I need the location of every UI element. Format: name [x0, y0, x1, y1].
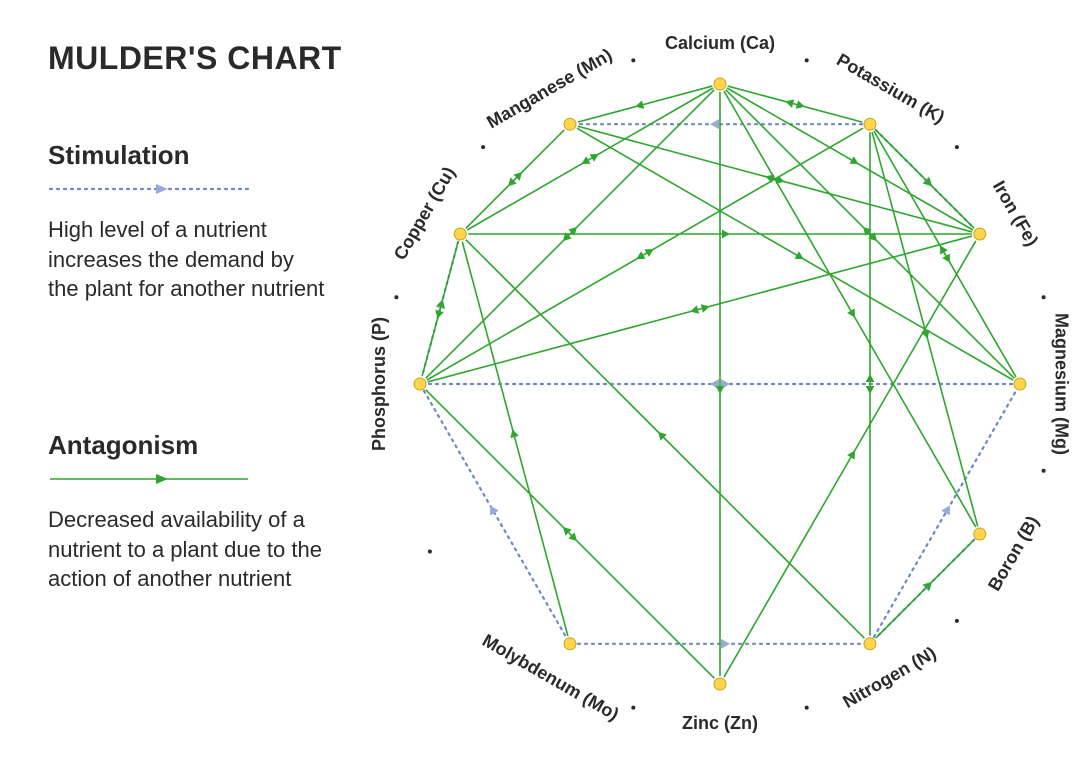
- ring-separator-dot: [481, 145, 485, 149]
- node-k: [864, 118, 876, 130]
- node-cu: [454, 228, 466, 240]
- node-mn: [564, 118, 576, 130]
- edge-antagonism: [422, 242, 458, 377]
- edge-antagonism: [462, 242, 568, 636]
- ring-separator-dot: [955, 619, 959, 623]
- node-label-p: Phosphorus (P): [369, 317, 389, 451]
- edge-antagonism: [724, 91, 976, 527]
- node-label-mn: Manganese (Mn): [483, 45, 615, 133]
- node-label-zn: Zinc (Zn): [682, 713, 758, 733]
- ring-separator-dot: [1042, 295, 1046, 299]
- node-zn: [714, 678, 726, 690]
- edge-antagonism: [876, 130, 974, 228]
- ring-separator-dot: [428, 550, 432, 554]
- legend-antagonism: Antagonism Decreased availability of a n…: [48, 430, 328, 594]
- legend-stimulation: Stimulation High level of a nutrient inc…: [48, 140, 328, 304]
- node-ca: [714, 78, 726, 90]
- ring-separator-dot: [1042, 469, 1046, 473]
- node-label-cu: Copper (Cu): [390, 163, 459, 263]
- node-label-n: Nitrogen (N): [839, 643, 939, 712]
- ring-separator-dot: [955, 145, 959, 149]
- edge-antagonism: [724, 241, 976, 677]
- edge-stimulation: [424, 391, 566, 637]
- node-label-ca: Calcium (Ca): [665, 33, 775, 53]
- node-fe: [974, 228, 986, 240]
- ring-separator-dot: [805, 706, 809, 710]
- edge-antagonism: [466, 130, 564, 228]
- legend-antagonism-sample: [48, 467, 258, 491]
- edge-antagonism: [426, 390, 715, 679]
- edge-antagonism: [728, 86, 863, 122]
- ring-separator-dot: [805, 58, 809, 62]
- page-title: MULDER'S CHART: [48, 40, 342, 77]
- node-n: [864, 638, 876, 650]
- edge-antagonism: [578, 86, 713, 122]
- edge-stimulation: [874, 391, 1016, 637]
- ring-separator-dot: [631, 706, 635, 710]
- legend-stimulation-body: High level of a nutrient increases the d…: [48, 215, 328, 304]
- edge-antagonism: [876, 540, 974, 638]
- ring-separator-dot: [394, 295, 398, 299]
- legend-stimulation-heading: Stimulation: [48, 140, 328, 171]
- node-label-fe: Iron (Fe): [989, 177, 1042, 249]
- mulders-chart: Calcium (Ca) Potassium (K) Iron (Fe) Magnes…: [360, 0, 1080, 769]
- node-b: [974, 528, 986, 540]
- edge-antagonism: [466, 240, 864, 638]
- node-p: [414, 378, 426, 390]
- node-label-mg: Magnesium (Mg): [1051, 313, 1071, 455]
- node-label-k: Potassium (K): [833, 50, 948, 128]
- legend-antagonism-heading: Antagonism: [48, 430, 328, 461]
- node-mo: [564, 638, 576, 650]
- node-mg: [1014, 378, 1026, 390]
- legend-stimulation-sample: [48, 177, 258, 201]
- node-label-b: Boron (B): [984, 512, 1043, 594]
- legend-antagonism-body: Decreased availability of a nutrient to …: [48, 505, 328, 594]
- ring-separator-dot: [631, 58, 635, 62]
